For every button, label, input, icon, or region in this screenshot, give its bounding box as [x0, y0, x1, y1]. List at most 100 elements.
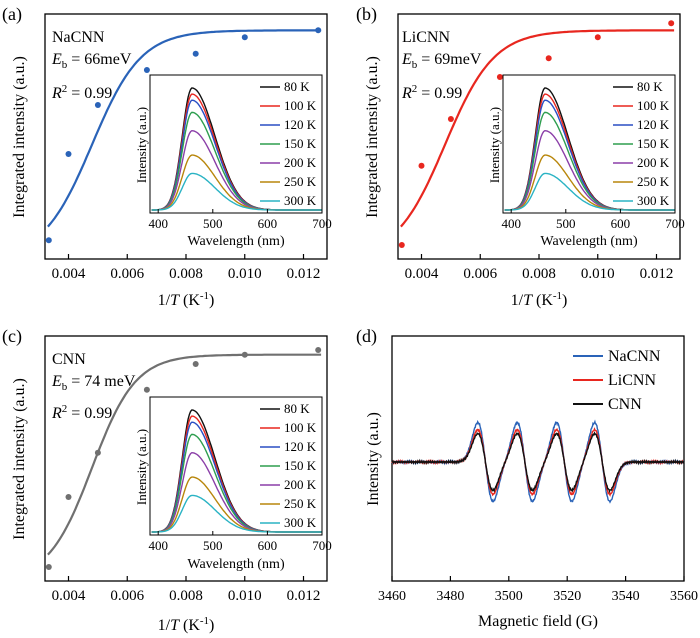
panel-a-r2-annotation: R2 = 0.99	[51, 83, 112, 102]
panel-c-inset-x-label: Wavelength (nm)	[187, 557, 285, 572]
x-tick-label: 3460	[378, 589, 406, 604]
data-point	[143, 67, 150, 73]
legend-label: 300 K	[637, 193, 670, 208]
fit-line	[47, 353, 322, 556]
panel-c-sample-label: CNN	[52, 351, 86, 368]
legend-label: 300 K	[284, 515, 317, 530]
legend-label: 150 K	[284, 458, 317, 473]
panel-a-sample-label: NaCNN	[52, 29, 105, 46]
x-tick-label: 3540	[612, 589, 640, 604]
data-point	[241, 351, 248, 358]
panel-b-data-points	[398, 20, 675, 248]
legend-label: 120 K	[637, 117, 670, 132]
legend-label: 80 K	[284, 79, 310, 94]
data-point	[65, 494, 72, 500]
legend-label: 100 K	[284, 98, 317, 113]
legend-label: 150 K	[637, 136, 670, 151]
legend-label: 250 K	[284, 496, 317, 511]
panel-a-r2-value: = 0.99	[67, 85, 112, 102]
inset-x-tick-label: 700	[665, 216, 685, 231]
legend-label: 150 K	[284, 136, 317, 151]
x-tick-label: 0.004	[405, 266, 439, 282]
inset-x-tick-label: 600	[258, 538, 278, 553]
x-tick-label: 0.008	[522, 266, 556, 282]
panel-d-frame	[391, 335, 685, 582]
legend-label: 200 K	[637, 155, 670, 170]
data-point	[143, 386, 150, 393]
legend-label: 300 K	[284, 193, 317, 208]
legend-label: 250 K	[284, 174, 317, 189]
panel-c-r2-annotation: R2 = 0.99	[51, 403, 112, 422]
legend-label: 100 K	[284, 420, 317, 435]
x-tick-label: 0.004	[52, 588, 86, 604]
x-tick-label: 0.010	[228, 588, 262, 604]
legend-label: 120 K	[284, 117, 317, 132]
panel-b-letter: (b)	[356, 4, 377, 25]
panel-a: (a) 0.004 0.006 0.008 0.010 0.012 NaCNN Eb =…	[2, 4, 332, 309]
x-tick-label: 0.008	[169, 266, 203, 282]
panel-a-inset-x-label: Wavelength (nm)	[187, 234, 285, 249]
panel-b-eb-value: = 69meV	[417, 51, 482, 68]
legend-label: NaCNN	[608, 348, 661, 365]
x-tick-label: 3500	[495, 589, 523, 604]
data-point	[418, 162, 425, 169]
legend-label: 100 K	[637, 98, 670, 113]
panel-a-fit-curve	[47, 29, 322, 228]
pl-spectrum-300K	[151, 494, 322, 533]
panel-c-eb-value: = 74 meV	[67, 373, 136, 390]
x-tick-label: 0.006	[110, 266, 144, 282]
panel-c-r2-value: = 0.99	[67, 405, 112, 422]
legend-label: 200 K	[284, 155, 317, 170]
panel-c-fit-curve	[47, 353, 322, 556]
panel-a-data-points	[45, 27, 322, 244]
data-point	[315, 27, 322, 34]
panel-a-inset-spectra	[151, 87, 322, 211]
panel-b-eb-annotation: Eb = 69meV	[401, 51, 482, 71]
legend-label: 200 K	[284, 477, 317, 492]
panel-b-sample-label: LiCNN	[402, 29, 450, 46]
panel-b-y-axis-label: Integrated intensity (a.u.)	[364, 56, 381, 218]
panel-b-x-ticks: 0.004 0.006 0.008 0.010 0.012	[405, 254, 673, 282]
panel-c-data-points	[45, 347, 322, 570]
data-point	[65, 151, 72, 157]
x-tick-label: 0.012	[287, 588, 321, 604]
legend-label: CNN	[608, 396, 642, 413]
epr-spectrum-CNN	[391, 431, 685, 494]
panel-c-inset-y-label: Intensity (a.u.)	[134, 429, 149, 505]
panel-d: (d) 3460 3480 3500 3520 3540 3560 NaCNN LiCNN C…	[356, 326, 698, 630]
data-point	[241, 34, 248, 41]
pl-spectrum-300K	[504, 172, 675, 211]
panel-c-inset-x-ticks: 400 500 600 700	[148, 531, 332, 553]
x-tick-label: 0.008	[169, 588, 203, 604]
panel-c-y-axis-label: Integrated intensity (a.u.)	[11, 378, 28, 540]
panel-c-inset-spectra	[151, 409, 322, 533]
panel-a-eb-value: = 66meV	[67, 51, 132, 68]
inset-x-tick-label: 700	[312, 538, 332, 553]
data-point	[447, 116, 454, 122]
data-point	[45, 237, 52, 244]
x-tick-label: 0.010	[581, 266, 615, 282]
legend-label: 250 K	[637, 174, 670, 189]
data-point	[94, 449, 101, 456]
data-point	[545, 55, 552, 62]
x-tick-label: 3560	[670, 589, 698, 604]
x-tick-label: 0.004	[52, 266, 86, 282]
panel-d-y-axis-label: Intensity (a.u.)	[365, 412, 382, 506]
panel-a-inset-legend: 80 K 100 K 120 K 150 K 200 K 250 K 300 K	[260, 79, 317, 208]
inset-x-tick-label: 600	[258, 216, 278, 231]
inset-x-tick-label: 500	[203, 216, 223, 231]
panel-b-inset-spectra	[504, 87, 675, 211]
x-tick-label: 0.012	[287, 266, 321, 282]
data-point	[45, 564, 52, 570]
data-point	[192, 50, 199, 57]
legend-label: 80 K	[284, 401, 310, 416]
data-point	[496, 74, 503, 80]
panel-d-epr-spectra	[391, 419, 685, 504]
x-tick-label: 3480	[436, 589, 464, 604]
inset-x-tick-label: 400	[148, 538, 168, 553]
panel-b-r2-annotation: R2 = 0.99	[401, 83, 462, 102]
panel-c-x-ticks: 0.004 0.006 0.008 0.010 0.012	[52, 576, 321, 604]
panel-b-fit-curve	[400, 29, 675, 228]
legend-label: 120 K	[284, 439, 317, 454]
